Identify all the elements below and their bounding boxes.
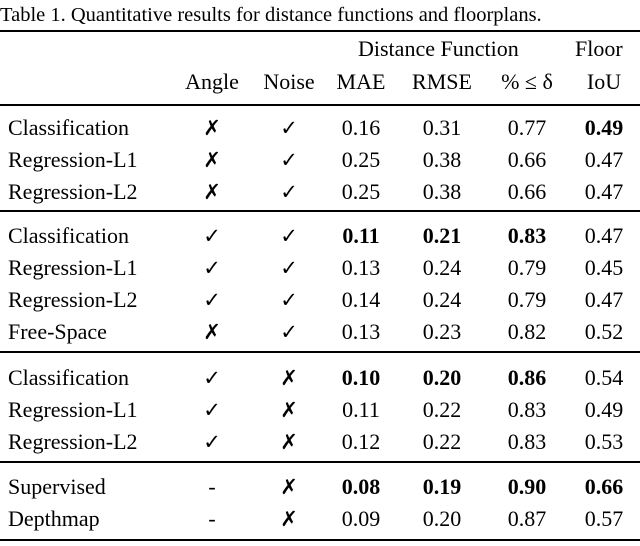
cell-method: Regression-L2 bbox=[8, 179, 138, 204]
cell-pct: 0.90 bbox=[507, 474, 547, 499]
cell-pct: 0.83 bbox=[507, 429, 547, 454]
cell-angle: ✓ bbox=[203, 256, 221, 280]
cell-iou: 0.49 bbox=[584, 397, 624, 422]
table-top-rule bbox=[0, 30, 640, 32]
cell-angle: ✗ bbox=[203, 148, 221, 172]
cell-mae: 0.13 bbox=[341, 319, 381, 344]
cell-angle: ✓ bbox=[203, 224, 221, 248]
cell-angle: ✓ bbox=[203, 288, 221, 312]
cell-method: Free-Space bbox=[8, 319, 107, 344]
cell-iou: 0.47 bbox=[584, 179, 624, 204]
cell-noise: ✓ bbox=[280, 256, 298, 280]
cell-iou: 0.54 bbox=[584, 365, 624, 390]
cell-method: Classification bbox=[8, 365, 129, 390]
cell-method: Regression-L1 bbox=[8, 147, 138, 172]
cell-noise: ✗ bbox=[280, 475, 298, 499]
cell-rmse: 0.38 bbox=[422, 179, 462, 204]
cell-rmse: 0.19 bbox=[422, 474, 462, 499]
table-caption: Table 1. Quantitative results for distan… bbox=[0, 4, 542, 26]
cell-pct: 0.77 bbox=[507, 115, 547, 140]
cell-iou: 0.52 bbox=[584, 319, 624, 344]
cell-angle: ✓ bbox=[203, 398, 221, 422]
cell-mae: 0.25 bbox=[341, 147, 381, 172]
header-iou: IoU bbox=[586, 69, 622, 94]
cell-noise: ✗ bbox=[280, 366, 298, 390]
header-distance-function: Distance Function bbox=[358, 36, 519, 61]
cell-noise: ✗ bbox=[280, 398, 298, 422]
cell-method: Regression-L1 bbox=[8, 255, 138, 280]
group-rule-1 bbox=[0, 210, 640, 212]
cell-method: Depthmap bbox=[8, 506, 100, 531]
header-angle: Angle bbox=[185, 69, 239, 94]
cell-method: Regression-L2 bbox=[8, 287, 138, 312]
header-rule bbox=[0, 104, 640, 106]
cell-noise: ✓ bbox=[280, 224, 298, 248]
cell-rmse: 0.23 bbox=[422, 319, 462, 344]
cell-rmse: 0.20 bbox=[422, 506, 462, 531]
table-bottom-rule bbox=[0, 539, 640, 541]
cell-mae: 0.09 bbox=[341, 506, 381, 531]
cell-mae: 0.08 bbox=[341, 474, 381, 499]
cell-noise: ✓ bbox=[280, 116, 298, 140]
cell-mae: 0.25 bbox=[341, 179, 381, 204]
cell-pct: 0.83 bbox=[507, 223, 547, 248]
cell-rmse: 0.22 bbox=[422, 397, 462, 422]
cell-method: Classification bbox=[8, 115, 129, 140]
cell-mae: 0.12 bbox=[341, 429, 381, 454]
cell-noise: ✓ bbox=[280, 320, 298, 344]
group-rule-2 bbox=[0, 351, 640, 353]
cell-iou: 0.47 bbox=[584, 223, 624, 248]
cell-angle: ✓ bbox=[203, 366, 221, 390]
cell-angle: - bbox=[208, 474, 216, 499]
cell-pct: 0.66 bbox=[507, 179, 547, 204]
cell-noise: ✓ bbox=[280, 148, 298, 172]
cell-pct: 0.87 bbox=[507, 506, 547, 531]
cell-mae: 0.14 bbox=[341, 287, 381, 312]
cell-iou: 0.57 bbox=[584, 506, 624, 531]
cell-method: Regression-L2 bbox=[8, 429, 138, 454]
cell-mae: 0.11 bbox=[342, 223, 380, 248]
cell-angle: - bbox=[208, 506, 216, 531]
cell-rmse: 0.38 bbox=[422, 147, 462, 172]
header-rmse: RMSE bbox=[412, 69, 472, 94]
cell-rmse: 0.21 bbox=[422, 223, 462, 248]
cell-angle: ✗ bbox=[203, 180, 221, 204]
cell-method: Regression-L1 bbox=[8, 397, 138, 422]
group-rule-3 bbox=[0, 461, 640, 463]
cell-rmse: 0.22 bbox=[422, 429, 462, 454]
cell-iou: 0.47 bbox=[584, 147, 624, 172]
cell-mae: 0.13 bbox=[341, 255, 381, 280]
cell-mae: 0.10 bbox=[341, 365, 381, 390]
cell-rmse: 0.20 bbox=[422, 365, 462, 390]
cell-noise: ✓ bbox=[280, 180, 298, 204]
cell-angle: ✗ bbox=[203, 320, 221, 344]
cell-rmse: 0.24 bbox=[422, 255, 462, 280]
cell-pct: 0.86 bbox=[507, 365, 547, 390]
cell-rmse: 0.31 bbox=[422, 115, 462, 140]
cell-pct: 0.66 bbox=[507, 147, 547, 172]
cell-noise: ✗ bbox=[280, 507, 298, 531]
header-pct-within-delta: % ≤ δ bbox=[501, 69, 553, 94]
cell-iou: 0.66 bbox=[584, 474, 624, 499]
header-floor: Floor bbox=[575, 36, 623, 61]
cell-angle: ✗ bbox=[203, 116, 221, 140]
header-mae: MAE bbox=[336, 69, 386, 94]
cell-pct: 0.79 bbox=[507, 287, 547, 312]
cell-iou: 0.49 bbox=[584, 115, 624, 140]
cell-iou: 0.45 bbox=[584, 255, 624, 280]
cell-method: Classification bbox=[8, 223, 129, 248]
cell-mae: 0.16 bbox=[341, 115, 381, 140]
cell-iou: 0.47 bbox=[584, 287, 624, 312]
cell-iou: 0.53 bbox=[584, 429, 624, 454]
cell-pct: 0.82 bbox=[507, 319, 547, 344]
cell-pct: 0.83 bbox=[507, 397, 547, 422]
cell-angle: ✓ bbox=[203, 430, 221, 454]
header-noise: Noise bbox=[263, 69, 315, 94]
cell-pct: 0.79 bbox=[507, 255, 547, 280]
cell-noise: ✓ bbox=[280, 288, 298, 312]
cell-mae: 0.11 bbox=[342, 397, 380, 422]
cell-method: Supervised bbox=[8, 474, 106, 499]
cell-rmse: 0.24 bbox=[422, 287, 462, 312]
cell-noise: ✗ bbox=[280, 430, 298, 454]
